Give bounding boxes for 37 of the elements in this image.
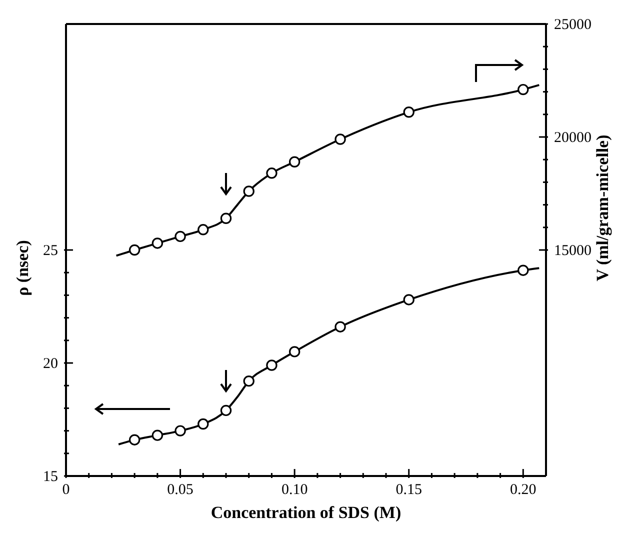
point (128, 434, 140, 446)
point (403, 294, 414, 306)
point (243, 375, 254, 387)
x-tick-label: 0 (62, 482, 70, 498)
point (518, 84, 529, 96)
y-tick-label: 15 (43, 469, 58, 485)
x-tick-label: 0.15 (396, 482, 422, 498)
x-tick-label: 0.10 (281, 482, 308, 498)
y-axis-title: ρ (nsec) (13, 240, 32, 296)
y2-tick-label: 20000 (554, 130, 592, 146)
x-tick-label: 0.20 (510, 482, 536, 498)
point (266, 360, 278, 371)
point (198, 418, 209, 430)
point (288, 156, 300, 168)
point (518, 264, 529, 276)
point (128, 244, 140, 256)
line-series (115, 84, 540, 257)
point (243, 186, 254, 197)
point (288, 346, 300, 358)
y2-tick-label: 15000 (554, 243, 592, 259)
point (266, 168, 278, 179)
y-tick-label: 20 (43, 356, 58, 372)
point (334, 321, 346, 332)
point (174, 230, 186, 242)
x-axis-title: Concentration of SDS (M) (210, 503, 402, 522)
x-tick-label: 0.05 (167, 482, 194, 498)
point (152, 238, 164, 249)
point (403, 106, 414, 118)
point (198, 224, 209, 236)
point (174, 425, 186, 436)
point (334, 134, 346, 145)
y2-axis-title: V (ml/gram-micelle) (593, 134, 612, 282)
point (220, 212, 232, 224)
y-tick-label: 25 (43, 243, 58, 259)
y2-tick-label: 25000 (554, 17, 592, 33)
point (152, 430, 164, 441)
point (220, 404, 232, 416)
